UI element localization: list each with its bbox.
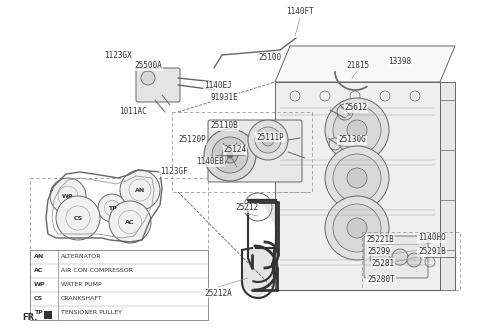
Text: 1140HO: 1140HO	[418, 234, 446, 242]
Text: 13398: 13398	[388, 57, 411, 67]
Text: 25281: 25281	[372, 258, 395, 268]
Bar	[362, 232, 460, 290]
Bar	[172, 112, 312, 192]
Text: AN: AN	[34, 255, 44, 259]
Text: 25100: 25100	[258, 53, 282, 63]
Text: CS: CS	[34, 297, 43, 301]
Text: 25299: 25299	[367, 247, 391, 256]
Circle shape	[392, 249, 408, 265]
Polygon shape	[440, 82, 455, 290]
Circle shape	[56, 196, 100, 240]
Circle shape	[325, 196, 389, 260]
Text: FR.: FR.	[22, 314, 37, 322]
Circle shape	[370, 247, 390, 267]
Text: TP: TP	[34, 311, 43, 316]
Text: 1140EJ: 1140EJ	[204, 81, 232, 91]
Text: 1011AC: 1011AC	[119, 108, 147, 116]
Text: WATER PUMP: WATER PUMP	[61, 282, 102, 288]
Circle shape	[204, 129, 256, 181]
Circle shape	[325, 98, 389, 162]
Circle shape	[50, 178, 86, 214]
Text: 25500A: 25500A	[134, 62, 162, 71]
Text: 1123GF: 1123GF	[160, 168, 188, 176]
Text: AC: AC	[125, 219, 135, 224]
Text: ALTERNATOR: ALTERNATOR	[61, 255, 101, 259]
Text: 25280T: 25280T	[367, 275, 395, 283]
Polygon shape	[275, 46, 455, 82]
Circle shape	[347, 218, 367, 238]
Text: CRANKSHAFT: CRANKSHAFT	[61, 297, 103, 301]
Polygon shape	[44, 311, 52, 319]
Text: 25221B: 25221B	[366, 235, 394, 243]
Text: AC: AC	[34, 269, 43, 274]
Text: 91931E: 91931E	[210, 92, 238, 101]
Text: AIR CON COMPRESSOR: AIR CON COMPRESSOR	[61, 269, 133, 274]
Bar	[30, 178, 208, 286]
FancyBboxPatch shape	[364, 236, 428, 278]
Circle shape	[347, 120, 367, 140]
Text: WP: WP	[62, 194, 74, 198]
Text: 25130G: 25130G	[338, 135, 366, 145]
Text: 25111P: 25111P	[256, 133, 284, 141]
Circle shape	[333, 154, 381, 202]
Text: 25110B: 25110B	[210, 121, 238, 131]
Circle shape	[98, 194, 126, 222]
Text: 25212: 25212	[235, 203, 259, 213]
Text: 25212A: 25212A	[204, 289, 232, 297]
Circle shape	[325, 146, 389, 210]
Circle shape	[222, 147, 238, 163]
Text: 25291B: 25291B	[418, 248, 446, 256]
Text: AN: AN	[135, 188, 145, 193]
Circle shape	[262, 134, 274, 146]
Text: TP: TP	[108, 206, 116, 211]
Text: 1140EB: 1140EB	[196, 157, 224, 167]
Text: 1140FT: 1140FT	[286, 8, 314, 16]
Circle shape	[329, 138, 341, 150]
Text: 25120P: 25120P	[178, 135, 206, 145]
Circle shape	[347, 168, 367, 188]
Circle shape	[227, 152, 233, 158]
Circle shape	[109, 201, 151, 243]
Text: 21815: 21815	[347, 62, 370, 71]
Text: CS: CS	[73, 215, 83, 220]
Text: 1123GX: 1123GX	[104, 51, 132, 60]
Polygon shape	[242, 198, 276, 298]
Text: TENSIONER PULLEY: TENSIONER PULLEY	[61, 311, 122, 316]
Circle shape	[407, 253, 421, 267]
Text: 25124: 25124	[223, 146, 247, 154]
Circle shape	[141, 71, 155, 85]
Circle shape	[333, 204, 381, 252]
Circle shape	[333, 106, 381, 154]
Text: 25612: 25612	[345, 104, 368, 113]
Circle shape	[248, 120, 288, 160]
Circle shape	[337, 104, 353, 120]
Text: WP: WP	[34, 282, 46, 288]
FancyBboxPatch shape	[208, 120, 302, 182]
Circle shape	[255, 127, 281, 153]
FancyBboxPatch shape	[136, 68, 180, 102]
Polygon shape	[275, 82, 440, 290]
Circle shape	[120, 170, 160, 210]
Circle shape	[212, 137, 248, 173]
Bar	[30, 250, 208, 320]
